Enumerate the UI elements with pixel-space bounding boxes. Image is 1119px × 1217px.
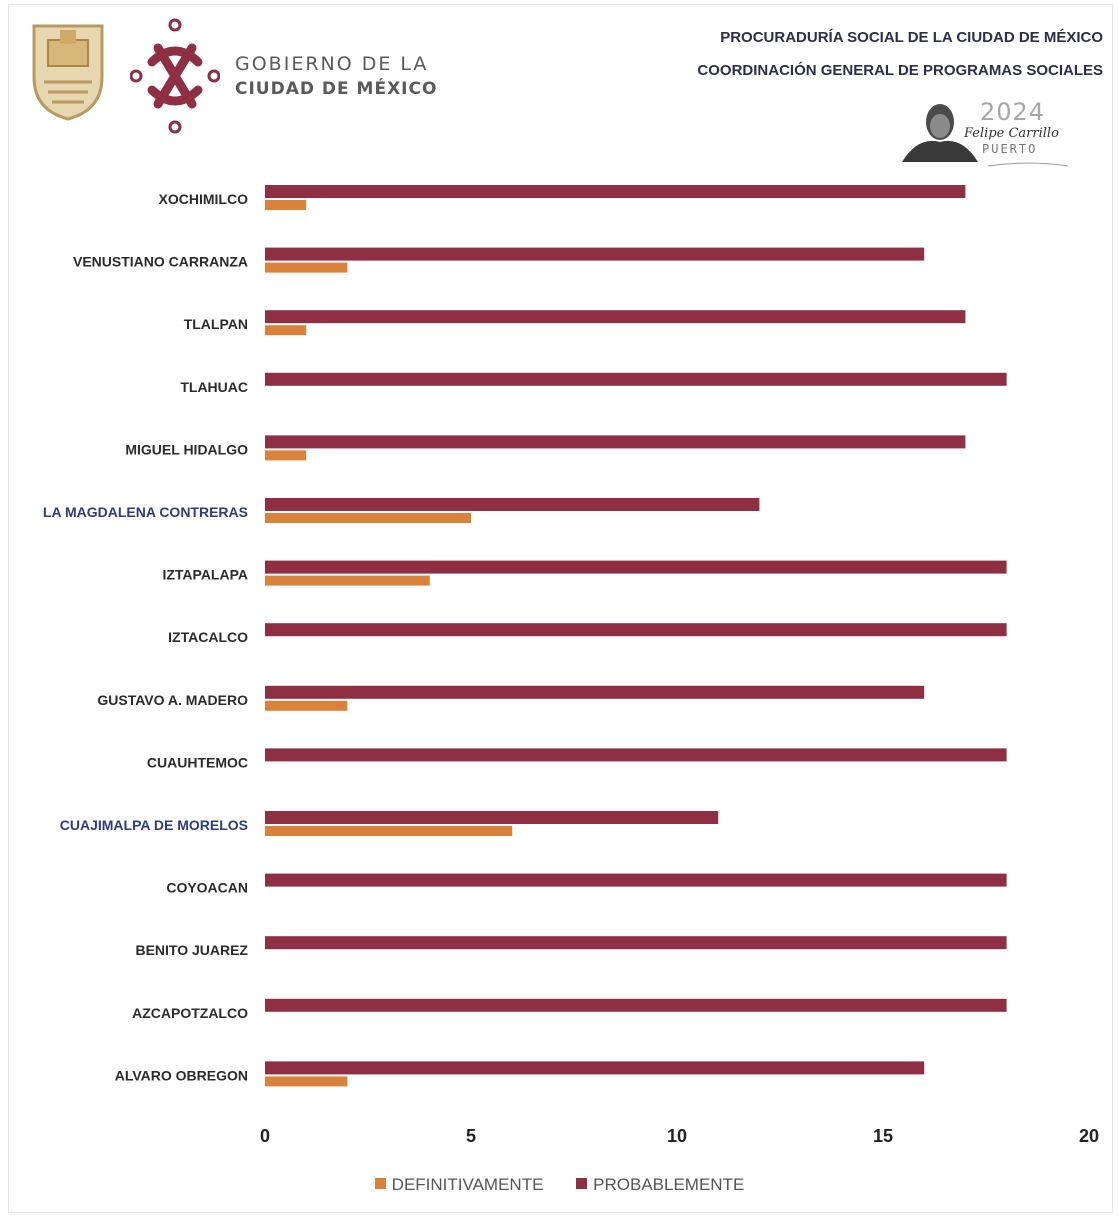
category-label-iztacalco: IZTACALCO	[168, 629, 248, 645]
felipe-carrillo-puerto-portrait-icon	[902, 104, 1069, 167]
bar-definitivamente-miguel-hidalgo	[265, 450, 307, 461]
category-label-azcapotzalco: AZCAPOTZALCO	[132, 1005, 248, 1021]
gobierno-cdmx-logo	[130, 18, 220, 134]
bar-probablemente-coyoacan	[265, 873, 1007, 887]
x-tick-label-10: 10	[667, 1126, 687, 1146]
bar-definitivamente-xochimilco	[265, 200, 307, 210]
x-tick-label-15: 15	[873, 1126, 893, 1146]
bar-probablemente-iztapalapa	[265, 560, 1007, 574]
emblem-sub: PUERTO	[982, 142, 1038, 156]
category-label-coyoacan: COYOACAN	[166, 880, 248, 896]
category-label-cuajimalpa-de-morelos: CUAJIMALPA DE MORELOS	[60, 817, 248, 833]
bar-probablemente-cuauhtemoc	[265, 748, 1007, 762]
legend-swatch-definitivamente	[374, 1178, 386, 1189]
bar-probablemente-benito-juarez	[265, 936, 1007, 950]
header-procuraduria: PROCURADURÍA SOCIAL DE LA CIUDAD DE MÉXI…	[720, 29, 1103, 46]
legend-swatch-probablemente	[576, 1178, 588, 1189]
category-label-gustavo-a-madero: GUSTAVO A. MADERO	[97, 692, 248, 708]
category-label-tlahuac: TLAHUAC	[180, 379, 248, 395]
category-label-tlalpan: TLALPAN	[184, 316, 248, 332]
legend-item-definitivamente: DEFINITIVAMENTE	[374, 1175, 544, 1195]
legend: DEFINITIVAMENTE PROBABLEMENTE	[0, 1175, 1119, 1195]
emblem-year: 2024	[980, 98, 1046, 126]
bar-probablemente-tlahuac	[265, 372, 1007, 386]
gov-logo-line2: CIUDAD DE MÉXICO	[235, 79, 438, 99]
x-tick-labels-group: 0 5 10 15 20	[260, 1126, 1099, 1146]
bar-probablemente-xochimilco	[265, 185, 966, 198]
bar-probablemente-alvaro-obregon	[265, 1061, 925, 1075]
bar-probablemente-la-magdalena-contreras	[265, 498, 760, 511]
category-label-cuauhtemoc: CUAUHTEMOC	[147, 754, 248, 770]
bar-probablemente-gustavo-a-madero	[265, 685, 925, 699]
x-tick-label-5: 5	[466, 1126, 476, 1146]
bar-definitivamente-alvaro-obregon	[265, 1076, 348, 1087]
bar-probablemente-miguel-hidalgo	[265, 435, 966, 449]
category-label-xochimilco: XOCHIMILCO	[159, 191, 249, 207]
bar-probablemente-azcapotzalco	[265, 998, 1007, 1012]
bar-probablemente-venustiano-carranza	[265, 247, 925, 261]
x-tick-label-20: 20	[1079, 1126, 1099, 1146]
category-label-venustiano-carranza: VENUSTIANO CARRANZA	[73, 254, 248, 270]
x-tick-label-0: 0	[260, 1126, 270, 1146]
chart-frame	[8, 4, 1113, 1213]
cdmx-coat-of-arms-logo	[32, 24, 104, 121]
category-labels-group: XOCHIMILCO VENUSTIANO CARRANZA TLALPAN TLAH…	[43, 191, 249, 1083]
bar-probablemente-iztacalco	[265, 623, 1007, 637]
bar-definitivamente-la-magdalena-contreras	[265, 513, 471, 523]
bar-probablemente-tlalpan	[265, 310, 966, 324]
bar-definitivamente-tlalpan	[265, 325, 307, 336]
bar-definitivamente-gustavo-a-madero	[265, 700, 348, 711]
category-label-la-magdalena-contreras: LA MAGDALENA CONTRERAS	[43, 504, 248, 520]
category-label-miguel-hidalgo: MIGUEL HIDALGO	[125, 441, 248, 457]
bars-group	[265, 185, 1007, 1087]
bar-probablemente-cuajimalpa-de-morelos	[265, 811, 719, 824]
category-label-alvaro-obregon: ALVARO OBREGON	[115, 1067, 248, 1083]
gov-logo-line1: GOBIERNO DE LA	[235, 53, 429, 75]
legend-item-probablemente: PROBABLEMENTE	[576, 1175, 744, 1195]
header-coordinacion: COORDINACIÓN GENERAL DE PROGRAMAS SOCIAL…	[697, 62, 1103, 79]
legend-label-definitivamente: DEFINITIVAMENTE	[391, 1175, 544, 1194]
bar-definitivamente-cuajimalpa-de-morelos	[265, 826, 513, 836]
legend-label-probablemente: PROBABLEMENTE	[593, 1175, 745, 1194]
category-label-benito-juarez: BENITO JUAREZ	[135, 942, 248, 958]
bar-definitivamente-iztapalapa	[265, 575, 430, 586]
bar-definitivamente-venustiano-carranza	[265, 262, 348, 273]
category-label-iztapalapa: IZTAPALAPA	[162, 567, 248, 583]
header: GOBIERNO DE LA CIUDAD DE MÉXICO PROCURAD…	[0, 0, 1119, 180]
emblem-name: Felipe Carrillo	[964, 126, 1059, 141]
